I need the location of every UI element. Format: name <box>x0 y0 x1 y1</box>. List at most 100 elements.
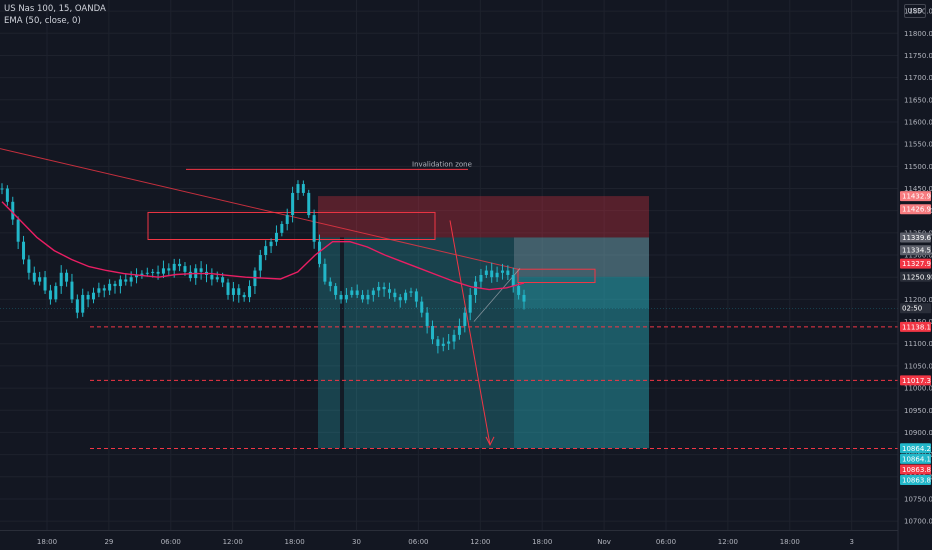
price-candle-body <box>398 297 402 301</box>
price-label-text: 11017.3 <box>902 377 931 385</box>
price-candle-body <box>296 184 300 193</box>
price-candle-body <box>463 312 467 326</box>
price-label-box <box>900 204 931 215</box>
price-candle-body <box>425 312 429 326</box>
price-label-box <box>900 232 931 243</box>
price-candle-body <box>318 241 322 264</box>
price-candle-body <box>124 279 128 282</box>
price-label-text: 10863.8 <box>902 466 931 474</box>
grid-lines <box>0 0 898 530</box>
projection-arrow-head <box>485 436 495 446</box>
symbol-title[interactable]: US Nas 100, 15, OANDA <box>4 4 106 14</box>
price-candle-body <box>27 259 31 273</box>
price-label-box <box>900 258 931 269</box>
price-candle-body <box>511 274 515 287</box>
price-candle-body <box>161 268 165 274</box>
time-tick-label: 06:00 <box>408 538 428 546</box>
time-tick-label: 3 <box>849 538 853 546</box>
price-candle-body <box>291 192 295 216</box>
price-candle-body <box>495 272 499 278</box>
price-label-text: 11339.6 <box>902 234 931 242</box>
position-zones[interactable] <box>318 196 649 449</box>
second-position-target-zone[interactable] <box>514 308 649 449</box>
price-candle-body <box>38 277 42 282</box>
price-candle-body <box>339 294 343 300</box>
price-candle-body <box>183 266 187 272</box>
currency-button[interactable]: USD <box>904 4 926 18</box>
price-candle-body <box>156 271 160 274</box>
price-candle-body <box>274 232 278 242</box>
price-candle-body <box>48 290 52 300</box>
price-candle-body <box>404 292 408 301</box>
price-candle-body <box>86 294 90 300</box>
price-candle-body <box>474 281 478 295</box>
price-label-110173: 11017.3 <box>900 375 931 386</box>
price-label-text: 11250.9 <box>902 273 931 281</box>
price-label-text: 11138.1 <box>902 323 931 331</box>
price-label-box <box>900 474 931 485</box>
price-tick-label: 11300.0 <box>904 252 932 260</box>
short-position-stop-zone[interactable] <box>318 196 649 238</box>
annotation-lines[interactable]: Invalidation zone <box>0 148 898 449</box>
price-candle-body <box>280 223 284 233</box>
time-tick-label: 18:00 <box>37 538 57 546</box>
price-candle-body <box>393 292 397 298</box>
ema-series <box>1 201 525 291</box>
price-candle-body <box>269 241 273 247</box>
entry-rectangle[interactable] <box>517 268 596 284</box>
price-tick-label: 10900.0 <box>904 429 932 437</box>
short-position-target-zone[interactable] <box>318 237 649 449</box>
price-label-111381: 11138.1 <box>900 321 931 332</box>
price-candle-body <box>22 241 26 260</box>
price-candle-body <box>59 272 63 287</box>
price-candle-body <box>468 294 472 313</box>
price-candle-body <box>221 277 225 283</box>
price-label-box <box>900 271 931 282</box>
price-tick-label: 11850.0 <box>904 8 932 16</box>
price-axis-labels: 11432.9 11426.9 11339.6 11334.5 11327.9 11250… <box>900 191 931 485</box>
descending-trendline[interactable] <box>0 148 519 270</box>
price-candle-body <box>81 294 85 313</box>
price-candle-body <box>431 325 435 340</box>
price-candle-body <box>506 270 510 275</box>
price-candle-body <box>102 288 106 291</box>
price-label-108638: 10863.8 <box>900 474 931 485</box>
price-candle-body <box>32 272 36 282</box>
price-candle-body <box>312 215 316 242</box>
price-tick-label: 11200.0 <box>904 296 932 304</box>
price-tick-label: 10700.0 <box>904 518 932 526</box>
projection-arrow-line[interactable] <box>449 220 491 445</box>
price-candle-body <box>135 274 139 278</box>
price-candle-body <box>452 334 456 342</box>
price-tick-label: 11750.0 <box>904 52 932 60</box>
time-axis[interactable]: 18:00 29 06:00 12:00 18:00 30 06:00 12:00 18:00 N… <box>0 530 898 547</box>
price-tick-label: 11600.0 <box>904 118 932 126</box>
position-divider <box>340 237 344 449</box>
price-label-box <box>900 303 931 314</box>
price-candle-body <box>210 274 214 280</box>
price-candle-body <box>129 277 133 282</box>
price-candle-body <box>113 283 117 287</box>
time-tick-label: 18:00 <box>532 538 552 546</box>
price-label-text: 10864.1 <box>902 455 931 463</box>
time-tick-label: 18:00 <box>285 538 305 546</box>
price-tick-label: 11050.0 <box>904 362 932 370</box>
price-tick-label: 11550.0 <box>904 141 932 149</box>
price-candle-body <box>258 255 262 271</box>
price-candle-body <box>231 288 235 295</box>
price-candle-body <box>517 286 521 295</box>
second-position-stop-zone[interactable] <box>514 237 649 277</box>
price-label-112509: 11250.9 <box>900 271 931 282</box>
second-position-entry-zone[interactable] <box>514 276 649 309</box>
time-tick-label: 12:00 <box>718 538 738 546</box>
price-label-box <box>900 443 931 454</box>
ema-indicator-legend[interactable]: EMA (50, close, 0) <box>4 16 81 26</box>
price-label-113396: 11339.6 <box>900 232 931 243</box>
price-candle-body <box>65 272 69 282</box>
price-candle-body <box>361 294 365 300</box>
price-candle-body <box>377 286 381 291</box>
price-candle-body <box>490 270 494 278</box>
price-candle-body <box>500 270 504 273</box>
